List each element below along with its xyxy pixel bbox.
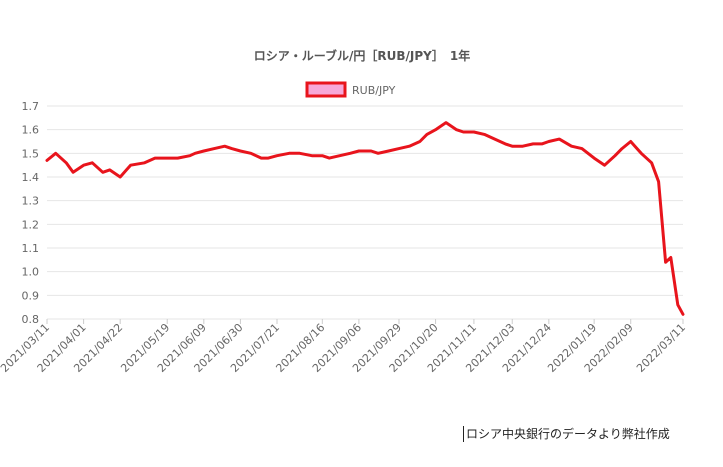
source-note: ロシア中央銀行のデータより弊社作成 (463, 426, 670, 442)
y-tick-label: 1.4 (22, 171, 40, 184)
rub-jpy-line-chart: ロシア・ルーブル/円［RUB/JPY］ 1年 RUB/JPY 1.7 1.6 1.5… (0, 48, 688, 375)
y-tick-label: 1.7 (22, 100, 40, 113)
y-tick-label: 1.1 (22, 242, 40, 255)
legend-swatch (305, 81, 347, 98)
y-tick-label: 1.3 (22, 195, 40, 208)
chart-title: ロシア・ルーブル/円［RUB/JPY］ 1年 (254, 48, 470, 63)
x-tick-label: 2022/03/11 (634, 321, 688, 375)
y-tick-label: 1.5 (22, 147, 40, 160)
legend-label: RUB/JPY (352, 84, 396, 97)
y-axis: 1.7 1.6 1.5 1.4 1.3 1.2 1.1 1.0 0.9 0.8 (22, 100, 40, 326)
y-tick-label: 1.6 (22, 124, 40, 137)
y-tick-label: 1.0 (22, 266, 40, 279)
legend: RUB/JPY (305, 81, 396, 98)
y-tick-label: 1.2 (22, 218, 40, 231)
series-line-rub-jpy (45, 121, 685, 316)
y-tick-label: 0.8 (22, 313, 40, 326)
x-axis: 2021/03/112021/04/012021/04/222021/05/19… (0, 319, 688, 375)
y-tick-label: 0.9 (22, 289, 40, 302)
gridlines (47, 105, 683, 320)
plot-area (45, 121, 685, 316)
